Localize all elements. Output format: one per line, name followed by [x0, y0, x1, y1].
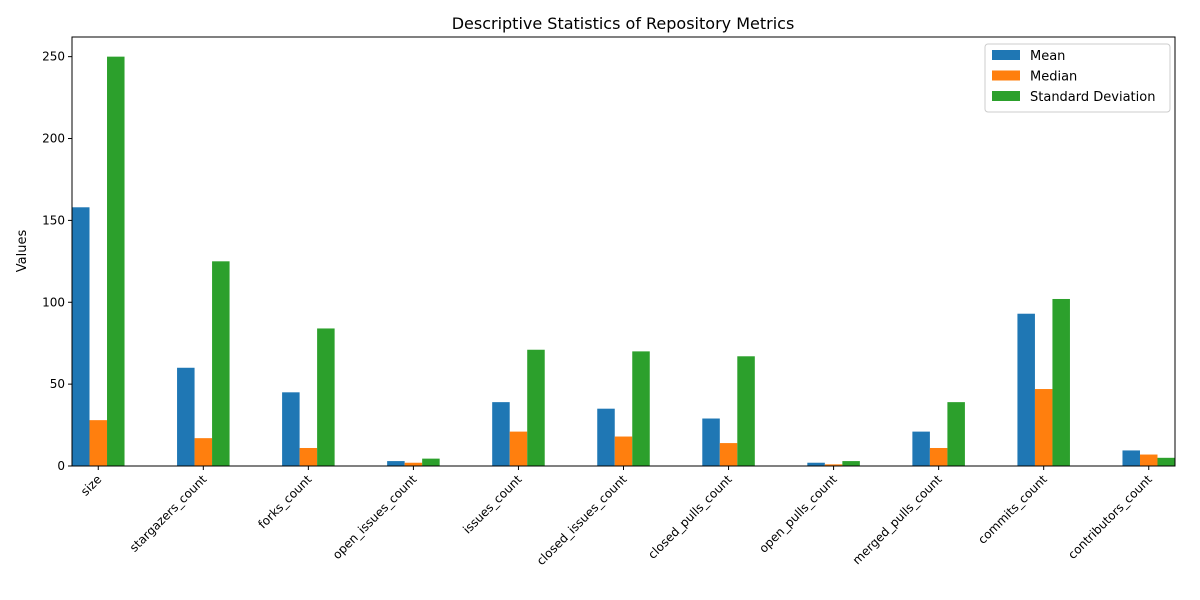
plot-frame — [71, 36, 1176, 467]
y-tick-label: 200 — [42, 132, 65, 146]
bar-mean-closed-issues-count — [597, 408, 615, 466]
bar-standard-deviation-issues-count — [527, 349, 545, 466]
x-tick-label: open_issues_count — [330, 472, 420, 562]
bar-standard-deviation-merged-pulls-count — [947, 402, 965, 466]
bar-median-issues-count — [509, 431, 528, 466]
bar-median-commits-count — [1034, 389, 1053, 466]
bar-median-stargazers-count — [194, 438, 213, 466]
bar-mean-open-issues-count — [387, 461, 405, 466]
x-axis-ticks: size stargazers_count forks_count open_issu… — [78, 466, 1155, 568]
legend-swatch — [992, 50, 1020, 60]
bar-median-forks-count — [299, 447, 318, 466]
x-tick-label: size — [78, 472, 104, 498]
y-tick-label: 250 — [42, 50, 65, 64]
bar-standard-deviation-open-issues-count — [422, 458, 440, 466]
bar-mean-open-pulls-count — [807, 462, 825, 466]
bar-median-closed-pulls-count — [719, 443, 738, 466]
bar-mean-merged-pulls-count — [912, 431, 930, 466]
bar-standard-deviation-contributors-count — [1157, 457, 1175, 466]
legend-frame — [984, 43, 1171, 113]
legend-label: Mean — [1030, 49, 1065, 64]
legend-label: Standard Deviation — [1030, 90, 1155, 105]
x-tick-label: closed_pulls_count — [645, 472, 735, 562]
bar-median-open-issues-count — [404, 462, 423, 466]
bar-median-merged-pulls-count — [929, 447, 948, 466]
y-tick-label: 150 — [42, 213, 65, 227]
bar-standard-deviation-closed-issues-count — [632, 351, 650, 466]
bar-mean-closed-pulls-count — [702, 418, 720, 466]
x-tick-label: forks_count — [255, 472, 314, 531]
y-tick-label: 50 — [50, 377, 65, 391]
bar-standard-deviation-stargazers-count — [212, 261, 230, 466]
x-tick-label: stargazers_count — [127, 472, 210, 555]
bar-median-open-pulls-count — [824, 464, 843, 466]
x-tick-label: issues_count — [460, 472, 525, 537]
y-axis-ticks: 0 50 100 150 200 250 — [42, 50, 72, 473]
legend: Mean Median Standard Deviation — [984, 43, 1171, 113]
bar-mean-contributors-count — [1122, 450, 1140, 466]
bar-mean-commits-count — [1017, 313, 1035, 466]
x-tick-label: contributors_count — [1065, 472, 1155, 562]
bar-median-closed-issues-count — [614, 436, 633, 466]
y-axis-label: Values — [15, 230, 30, 273]
chart-title: Descriptive Statistics of Repository Met… — [452, 14, 795, 33]
bar-mean-size — [72, 207, 90, 467]
bar-standard-deviation-closed-pulls-count — [737, 356, 755, 466]
legend-swatch — [992, 70, 1020, 81]
y-tick-label: 100 — [42, 295, 65, 309]
x-tick-label: merged_pulls_count — [850, 472, 945, 567]
x-tick-label: closed_issues_count — [534, 472, 630, 568]
bar-standard-deviation-open-pulls-count — [842, 461, 860, 466]
bar-mean-stargazers-count — [177, 367, 195, 466]
legend-swatch — [992, 91, 1020, 101]
bar-median-contributors-count — [1139, 454, 1158, 466]
bar-median-size — [89, 420, 108, 466]
bar-standard-deviation-size — [107, 56, 125, 467]
legend-label: Median — [1030, 70, 1077, 85]
bar-standard-deviation-commits-count — [1052, 298, 1070, 466]
bar-standard-deviation-forks-count — [317, 328, 335, 466]
bar-mean-forks-count — [282, 392, 300, 466]
bars-layer — [72, 56, 1175, 467]
x-tick-label: open_pulls_count — [756, 472, 840, 556]
bar-mean-issues-count — [492, 402, 510, 466]
x-tick-label: commits_count — [975, 472, 1050, 547]
y-tick-label: 0 — [57, 459, 65, 473]
